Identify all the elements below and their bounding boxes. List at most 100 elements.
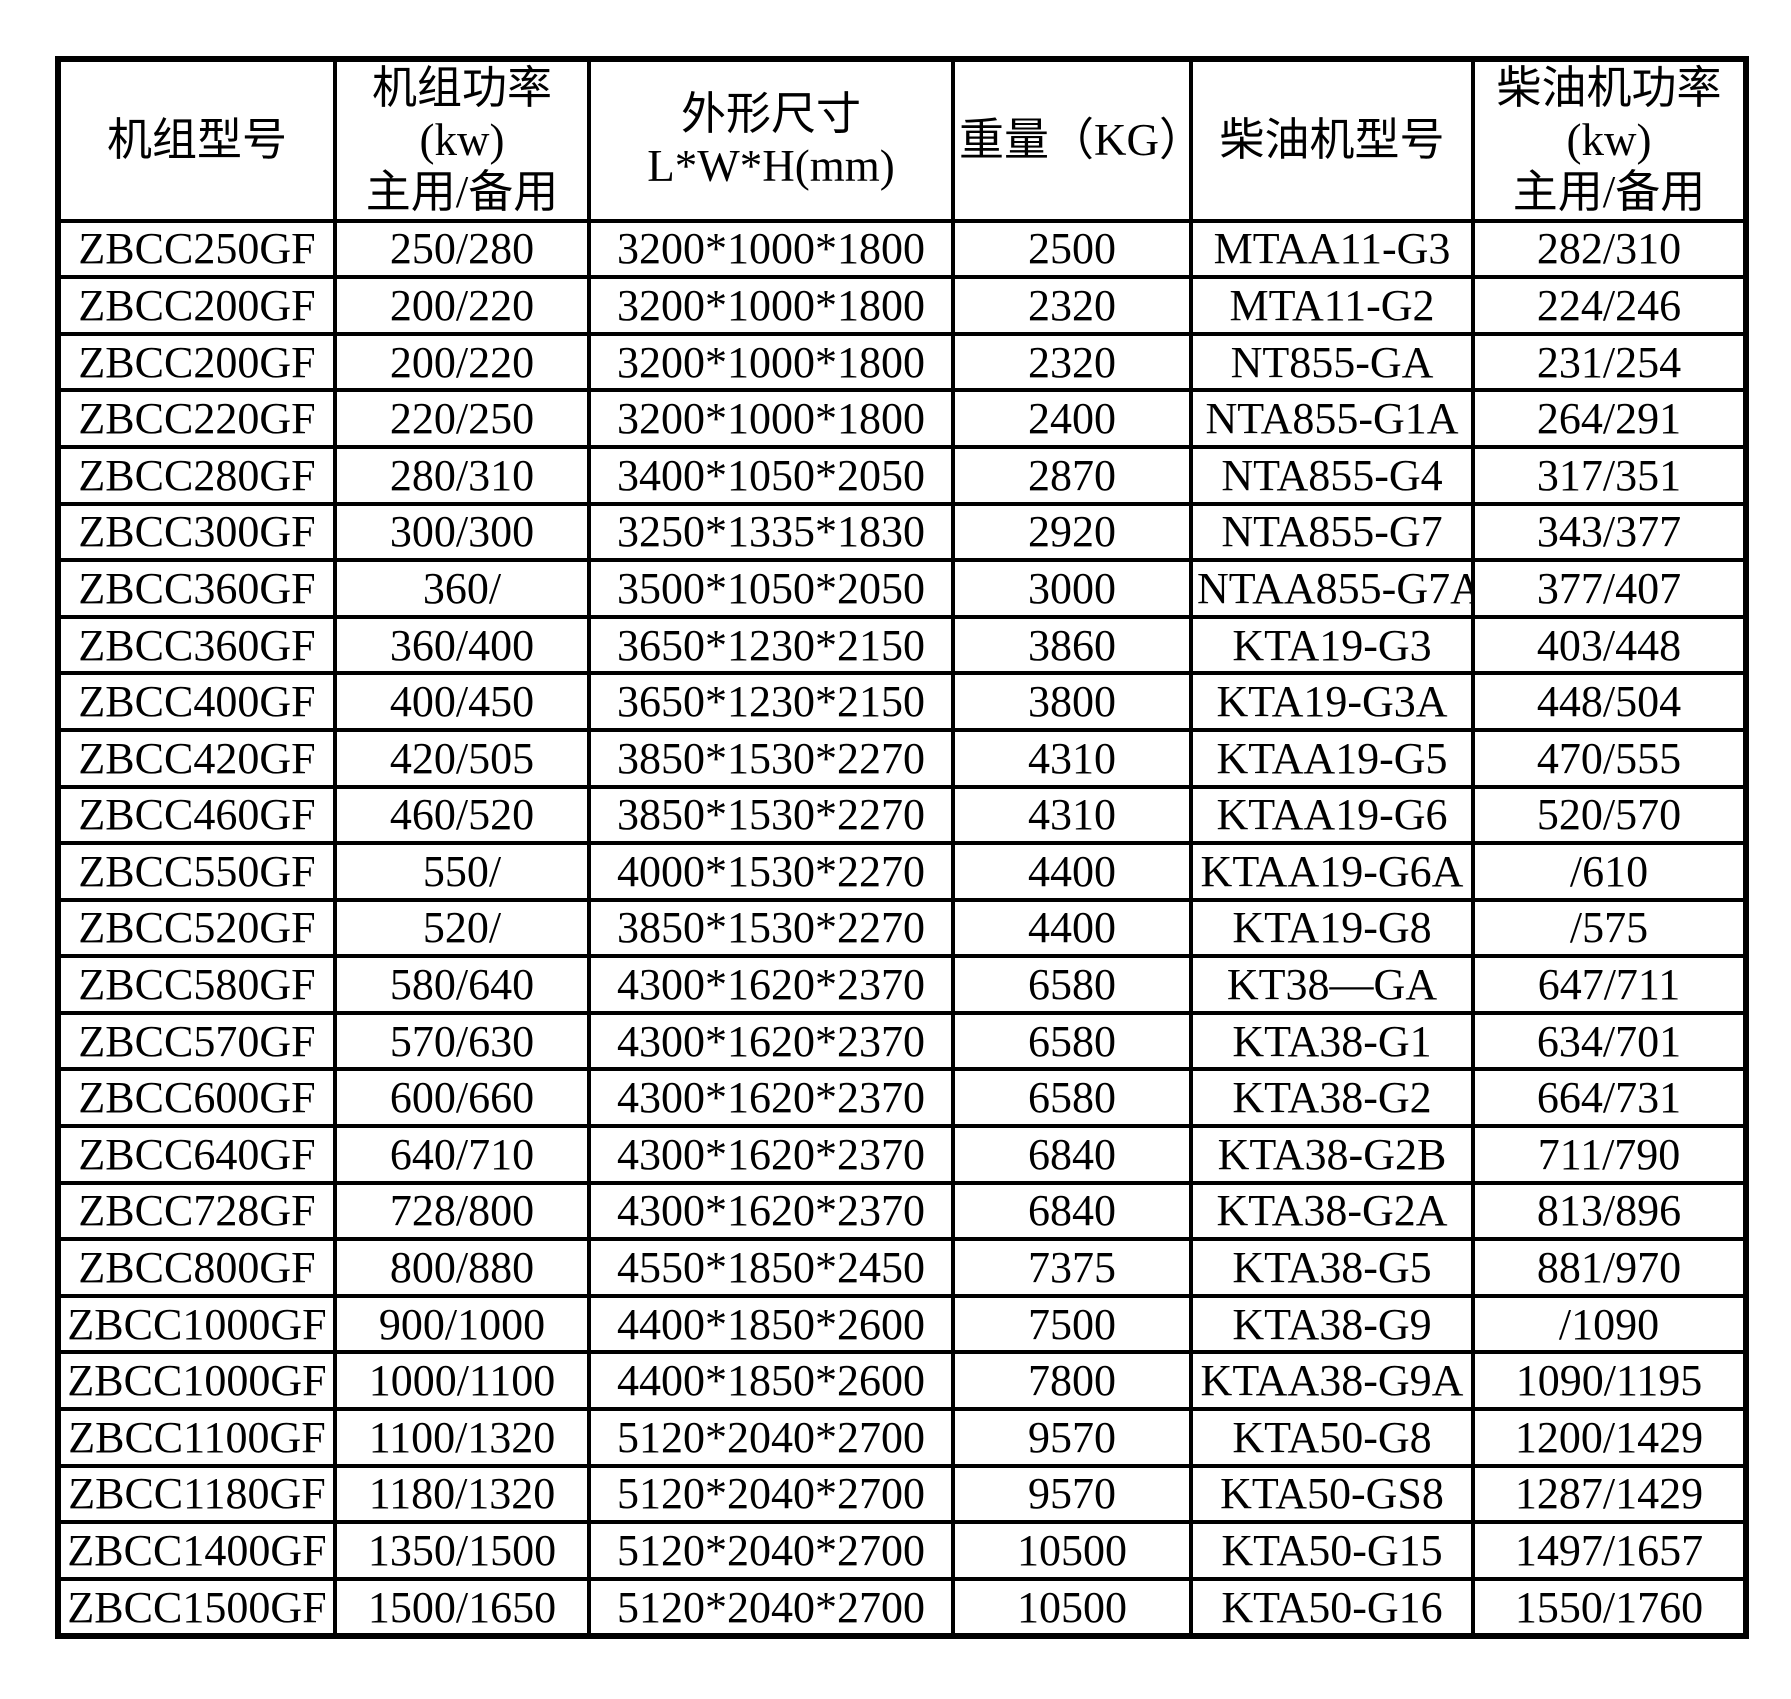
cell-unit-model: ZBCC280GF (56, 444, 337, 506)
cell-engine-model: KTA19-G8 (1189, 897, 1475, 959)
cell-unit-model: ZBCC1100GF (56, 1407, 337, 1468)
cell-unit-model: ZBCC1400GF (56, 1520, 337, 1581)
table-row: ZBCC220GF 220/250 3200*1000*1800 2400 NTA855… (56, 388, 1748, 449)
cell-unit-power: 800/880 (333, 1237, 591, 1298)
cell-dimensions: 5120*2040*2700 (587, 1576, 955, 1639)
cell-unit-model: ZBCC360GF (56, 614, 337, 676)
cell-unit-model: ZBCC460GF (56, 784, 337, 846)
cell-dimensions: 3850*1530*2270 (587, 727, 955, 789)
cell-unit-power: 400/450 (333, 671, 591, 732)
cell-dimensions: 3850*1530*2270 (587, 784, 955, 846)
table-row: ZBCC300GF 300/300 3250*1335*1830 2920 NTA855… (56, 501, 1748, 563)
cell-unit-power: 420/505 (333, 727, 591, 789)
cell-unit-model: ZBCC550GF (56, 841, 337, 902)
cell-unit-power: 728/800 (333, 1180, 591, 1242)
table-row: ZBCC580GF 580/640 4300*1620*2370 6580 KT38—G… (56, 954, 1748, 1015)
table-row: ZBCC200GF 200/220 3200*1000*1800 2320 MTA11-… (56, 275, 1748, 336)
cell-dimensions: 3400*1050*2050 (587, 444, 955, 506)
cell-unit-model: ZBCC300GF (56, 501, 337, 563)
cell-engine-power: 1200/1429 (1471, 1407, 1748, 1468)
cell-engine-model: KTA50-G15 (1189, 1520, 1475, 1581)
cell-weight: 7500 (951, 1293, 1193, 1355)
cell-unit-model: ZBCC600GF (56, 1067, 337, 1129)
table-row: ZBCC520GF 520/3850*1530*2270 4400 KTA19-G8/… (56, 897, 1748, 959)
cell-dimensions: 4300*1620*2370 (587, 1124, 955, 1185)
cell-weight: 3800 (951, 671, 1193, 732)
header-line: 机组功率 (371, 63, 552, 113)
cell-dimensions: 4300*1620*2370 (587, 1010, 955, 1072)
cell-weight: 3000 (951, 558, 1193, 619)
cell-dimensions: 3650*1230*2150 (587, 671, 955, 732)
column-header-dimensions: 外形尺寸 L*W*H(mm) (587, 57, 955, 223)
cell-unit-model: ZBCC200GF (56, 275, 337, 336)
table-row: ZBCC1000GF 1000/1100 4400*1850*2600 7800 KTA… (56, 1350, 1748, 1412)
cell-dimensions: 5120*2040*2700 (587, 1520, 955, 1581)
cell-dimensions: 4300*1620*2370 (587, 1180, 955, 1242)
cell-weight: 6580 (951, 1010, 1193, 1072)
cell-engine-model: KTA38-G2B (1189, 1124, 1475, 1185)
table-header: 机组型号 机组功率 (kw) 主用/备用 外形尺寸 L*W*H(mm) 重量（KG） 柴油机型… (56, 57, 1748, 223)
cell-engine-power: 1287/1429 (1471, 1463, 1748, 1525)
cell-engine-model: KT38—GA (1189, 954, 1475, 1015)
table-row: ZBCC1400GF 1350/1500 5120*2040*2700 10500 KT… (56, 1520, 1748, 1581)
cell-engine-model: KTA38-G5 (1189, 1237, 1475, 1298)
cell-dimensions: 4300*1620*2370 (587, 1067, 955, 1129)
cell-engine-power: /1090 (1471, 1293, 1748, 1355)
cell-unit-model: ZBCC570GF (56, 1010, 337, 1072)
cell-engine-model: KTA38-G2 (1189, 1067, 1475, 1129)
cell-unit-model: ZBCC1000GF (56, 1350, 337, 1412)
cell-engine-model: NTA855-G1A (1189, 388, 1475, 449)
table-row: ZBCC420GF 420/505 3850*1530*2270 4310 KTAA19… (56, 727, 1748, 789)
header-line: 外形尺寸 (680, 89, 861, 140)
cell-engine-power: 1550/1760 (1471, 1576, 1748, 1639)
cell-unit-model: ZBCC640GF (56, 1124, 337, 1185)
cell-unit-power: 580/640 (333, 954, 591, 1015)
cell-engine-power: 264/291 (1471, 388, 1748, 449)
cell-unit-model: ZBCC420GF (56, 727, 337, 789)
cell-weight: 6840 (951, 1124, 1193, 1185)
cell-engine-model: MTA11-G2 (1189, 275, 1475, 336)
cell-engine-power: 448/504 (1471, 671, 1748, 732)
header-line: 柴油机型号 (1219, 115, 1445, 166)
cell-unit-model: ZBCC250GF (56, 218, 337, 280)
cell-unit-model: ZBCC220GF (56, 388, 337, 449)
cell-engine-power: 664/731 (1471, 1067, 1748, 1129)
cell-unit-model: ZBCC1500GF (56, 1576, 337, 1639)
cell-engine-power: 647/711 (1471, 954, 1748, 1015)
cell-weight: 4400 (951, 897, 1193, 959)
cell-dimensions: 3200*1000*1800 (587, 218, 955, 280)
cell-dimensions: 3200*1000*1800 (587, 331, 955, 393)
cell-unit-power: 300/300 (333, 501, 591, 563)
cell-unit-model: ZBCC360GF (56, 558, 337, 619)
cell-unit-power: 900/1000 (333, 1293, 591, 1355)
cell-weight: 7800 (951, 1350, 1193, 1412)
cell-engine-model: KTA19-G3A (1189, 671, 1475, 732)
cell-weight: 9570 (951, 1407, 1193, 1468)
cell-engine-power: 377/407 (1471, 558, 1748, 619)
table-row: ZBCC360GF 360/3500*1050*2050 3000 NTAA855-G… (56, 558, 1748, 619)
cell-weight: 6840 (951, 1180, 1193, 1242)
header-line: (kw) (1566, 115, 1652, 166)
cell-dimensions: 3850*1530*2270 (587, 897, 955, 959)
cell-unit-model: ZBCC520GF (56, 897, 337, 959)
cell-weight: 2320 (951, 331, 1193, 393)
cell-unit-power: 570/630 (333, 1010, 591, 1072)
cell-unit-power: 250/280 (333, 218, 591, 280)
table-row: ZBCC550GF 550/4000*1530*2270 4400 KTAA19-G6… (56, 841, 1748, 902)
cell-weight: 3860 (951, 614, 1193, 676)
cell-unit-power: 1350/1500 (333, 1520, 591, 1581)
cell-dimensions: 3250*1335*1830 (587, 501, 955, 563)
cell-engine-model: NTA855-G7 (1189, 501, 1475, 563)
cell-engine-power: 520/570 (1471, 784, 1748, 846)
cell-engine-model: KTA38-G2A (1189, 1180, 1475, 1242)
cell-engine-model: KTAA38-G9A (1189, 1350, 1475, 1412)
cell-weight: 2500 (951, 218, 1193, 280)
table-row: ZBCC360GF 360/400 3650*1230*2150 3860 KTA19-… (56, 614, 1748, 676)
cell-weight: 4310 (951, 727, 1193, 789)
cell-weight: 4400 (951, 841, 1193, 902)
cell-engine-model: KTA19-G3 (1189, 614, 1475, 676)
table-row: ZBCC600GF 600/660 4300*1620*2370 6580 KTA38-… (56, 1067, 1748, 1129)
cell-engine-power: 317/351 (1471, 444, 1748, 506)
table-row: ZBCC640GF 640/710 4300*1620*2370 6840 KTA38-… (56, 1124, 1748, 1185)
cell-engine-power: /575 (1471, 897, 1748, 959)
